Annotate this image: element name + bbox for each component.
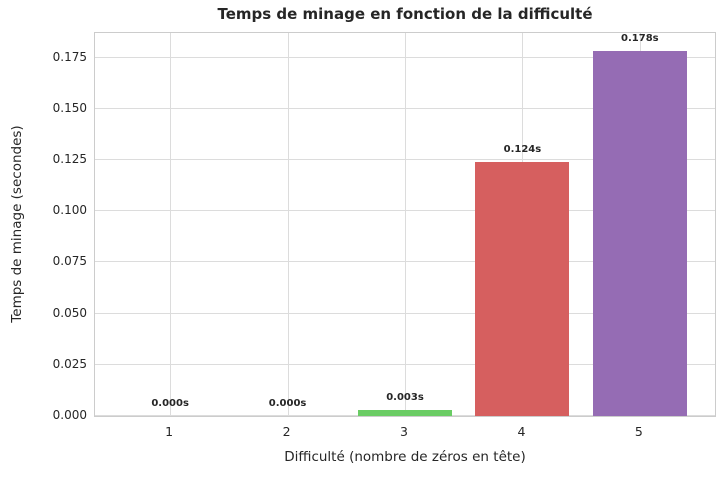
chart-title: Temps de minage en fonction de la diffic… bbox=[217, 5, 593, 23]
plot-area: 0.000s 0.000s 0.003s 0.124s 0.178s bbox=[94, 32, 716, 417]
x-tick-label: 3 bbox=[400, 424, 408, 439]
y-tick-label: 0.075 bbox=[52, 254, 87, 269]
bar-value-label: 0.124s bbox=[503, 144, 542, 156]
gridline-vertical bbox=[287, 33, 289, 416]
y-tick-label: 0.100 bbox=[52, 203, 87, 218]
bar-value-label: 0.000s bbox=[151, 398, 189, 409]
x-tick-label: 4 bbox=[517, 424, 526, 439]
y-tick-label: 0.175 bbox=[52, 49, 87, 64]
bar bbox=[475, 162, 570, 416]
y-tick-label: 0.025 bbox=[52, 356, 87, 371]
y-tick-label: 0.050 bbox=[52, 305, 87, 320]
gridline-vertical bbox=[170, 33, 172, 416]
bar bbox=[358, 409, 452, 416]
x-tick-label: 1 bbox=[165, 424, 174, 439]
x-tick-label: 2 bbox=[282, 424, 291, 439]
y-tick-label: 0.125 bbox=[52, 151, 87, 166]
gridline-vertical bbox=[405, 33, 406, 416]
x-axis-title: Difficulté (nombre de zéros en tête) bbox=[284, 449, 526, 465]
bar-value-label: 0.003s bbox=[386, 391, 424, 403]
bar-value-label: 0.178s bbox=[621, 33, 659, 45]
bar-value-label: 0.000s bbox=[268, 398, 307, 409]
y-tick-label: 0.000 bbox=[52, 408, 87, 422]
x-tick-label: 5 bbox=[634, 424, 643, 439]
y-tick-label: 0.150 bbox=[52, 100, 87, 115]
bar bbox=[592, 51, 687, 416]
